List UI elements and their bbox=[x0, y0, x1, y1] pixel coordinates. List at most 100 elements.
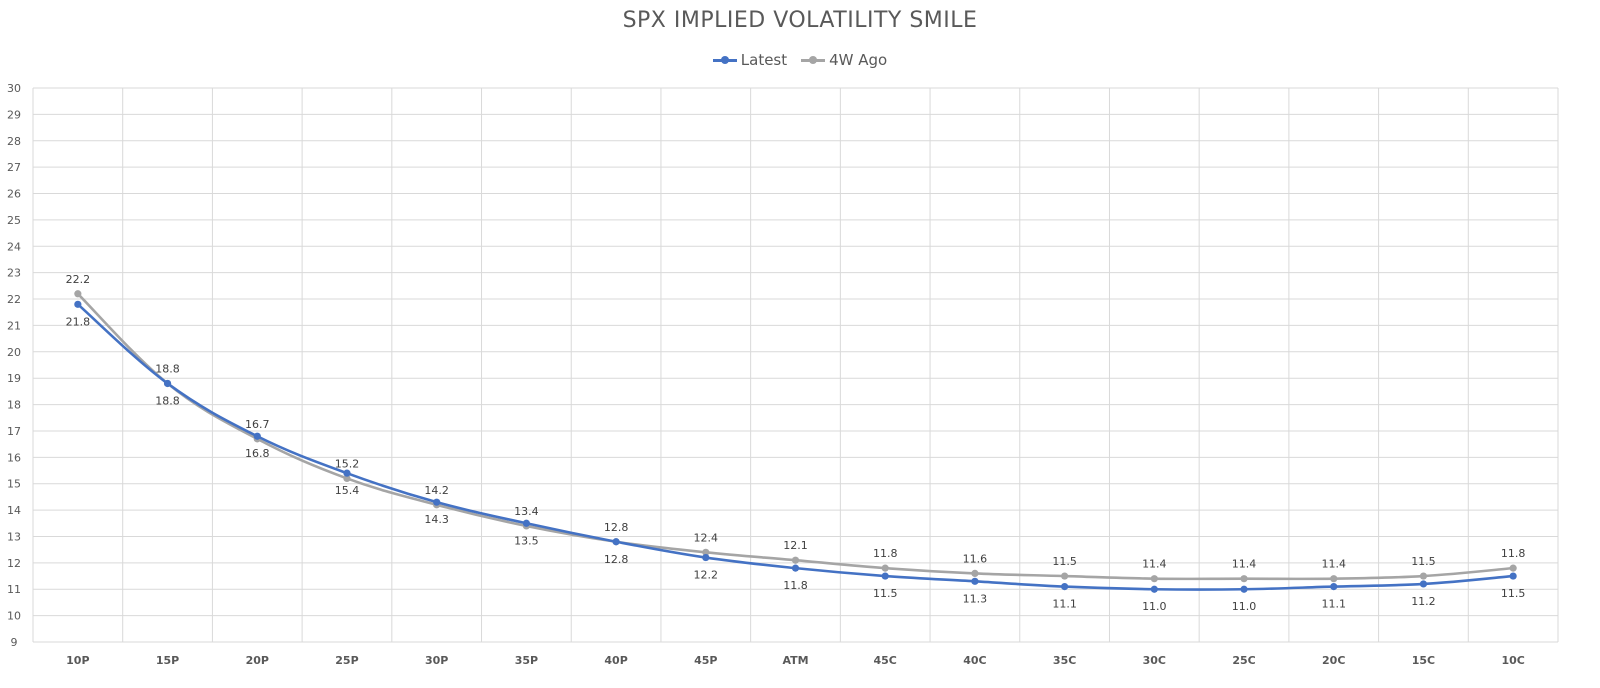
data-label-latest: 16.8 bbox=[245, 447, 270, 460]
x-tick-label: 30P bbox=[425, 654, 448, 667]
data-point-4w-ago bbox=[971, 569, 979, 578]
data-label-latest: 11.5 bbox=[1501, 587, 1526, 600]
data-label-latest: 13.5 bbox=[514, 534, 539, 547]
data-label-4w-ago: 18.8 bbox=[155, 362, 180, 375]
legend-label-latest: Latest bbox=[740, 51, 788, 69]
series-line-4w-ago bbox=[76, 292, 1514, 581]
y-tick-label: 30 bbox=[7, 82, 21, 95]
y-tick-label: 24 bbox=[7, 240, 21, 253]
y-tick-label: 13 bbox=[7, 530, 21, 543]
legend-swatch-latest bbox=[712, 56, 737, 64]
data-point-latest bbox=[612, 538, 620, 546]
data-label-4w-ago: 16.7 bbox=[245, 418, 270, 431]
x-tick-label: 15P bbox=[156, 654, 179, 667]
data-point-latest bbox=[1150, 585, 1158, 593]
x-tick-label: 45C bbox=[874, 654, 897, 667]
y-tick-label: 23 bbox=[7, 267, 21, 280]
data-point-latest bbox=[163, 379, 172, 388]
x-tick-label: 35P bbox=[515, 654, 538, 667]
legend-item-latest[interactable]: Latest bbox=[712, 51, 788, 69]
data-label-latest: 11.1 bbox=[1052, 598, 1077, 611]
x-tick-label: 40P bbox=[604, 654, 627, 667]
x-tick-label: 10P bbox=[66, 654, 89, 667]
data-point-4w-ago bbox=[1509, 564, 1517, 572]
y-tick-label: 20 bbox=[7, 346, 21, 359]
y-tick-label: 9 bbox=[11, 636, 18, 649]
data-point-latest bbox=[343, 469, 351, 477]
data-label-4w-ago: 11.6 bbox=[963, 552, 988, 565]
data-point-4w-ago bbox=[1330, 575, 1338, 583]
series bbox=[74, 290, 1517, 593]
chart-title: SPX IMPLIED VOLATILITY SMILE bbox=[622, 8, 978, 33]
y-tick-label: 15 bbox=[7, 478, 21, 491]
data-label-latest: 11.0 bbox=[1232, 600, 1257, 613]
x-tick-label: 30C bbox=[1143, 654, 1166, 667]
data-label-4w-ago: 11.8 bbox=[873, 547, 898, 560]
data-point-4w-ago bbox=[343, 474, 351, 483]
y-tick-label: 21 bbox=[7, 319, 21, 332]
data-label-latest: 21.8 bbox=[66, 315, 91, 328]
x-tick-label: 35C bbox=[1053, 654, 1076, 667]
data-point-latest bbox=[971, 577, 979, 585]
data-label-latest: 11.1 bbox=[1321, 598, 1346, 611]
data-point-4w-ago bbox=[881, 564, 889, 572]
data-label-4w-ago: 11.4 bbox=[1232, 558, 1257, 571]
data-label-latest: 11.0 bbox=[1142, 600, 1167, 613]
data-label-4w-ago: 11.4 bbox=[1142, 558, 1167, 571]
y-tick-label: 10 bbox=[7, 610, 21, 623]
data-point-latest bbox=[1061, 583, 1069, 591]
data-label-latest: 11.2 bbox=[1411, 595, 1436, 608]
y-tick-label: 18 bbox=[7, 399, 21, 412]
data-point-latest bbox=[1419, 580, 1428, 588]
y-tick-label: 25 bbox=[7, 214, 21, 227]
data-point-4w-ago bbox=[702, 548, 710, 556]
data-label-4w-ago: 14.2 bbox=[424, 484, 449, 497]
data-label-latest: 11.5 bbox=[873, 587, 898, 600]
x-tick-label: 25P bbox=[335, 654, 358, 667]
data-label-4w-ago: 11.5 bbox=[1411, 555, 1436, 568]
legend-swatch-4w-ago bbox=[801, 56, 826, 64]
data-point-latest bbox=[433, 498, 441, 506]
x-tick-label: 15C bbox=[1412, 654, 1435, 667]
y-tick-label: 28 bbox=[7, 135, 21, 148]
data-point-latest bbox=[522, 519, 530, 527]
y-tick-label: 12 bbox=[7, 557, 21, 570]
data-point-latest bbox=[253, 432, 261, 440]
y-tick-label: 22 bbox=[7, 293, 21, 306]
y-tick-label: 27 bbox=[7, 161, 21, 174]
data-point-latest bbox=[702, 553, 710, 562]
data-point-4w-ago bbox=[1240, 575, 1248, 583]
y-tick-label: 16 bbox=[7, 451, 21, 464]
data-label-latest: 14.3 bbox=[424, 513, 449, 526]
data-point-4w-ago bbox=[1419, 572, 1428, 580]
legend: Latest 4W Ago bbox=[0, 51, 1600, 69]
data-labels: 22.2 18.8 16.7 15.2 14.2 13.4 12.8 12.4 12.1 11.8… bbox=[66, 273, 1526, 613]
data-point-latest bbox=[881, 572, 889, 580]
data-point-4w-ago bbox=[1150, 575, 1158, 583]
y-tick-label: 29 bbox=[7, 108, 21, 121]
data-point-latest bbox=[1330, 583, 1338, 591]
data-label-4w-ago: 12.1 bbox=[783, 539, 808, 552]
data-label-4w-ago: 12.4 bbox=[694, 531, 719, 544]
data-label-latest: 11.8 bbox=[783, 579, 808, 592]
y-tick-label: 26 bbox=[7, 188, 21, 201]
data-point-latest bbox=[1509, 572, 1517, 580]
data-point-latest bbox=[791, 564, 800, 572]
x-tick-label: 20P bbox=[246, 654, 269, 667]
data-label-4w-ago: 11.8 bbox=[1501, 547, 1526, 560]
data-point-4w-ago bbox=[1061, 572, 1069, 580]
data-label-latest: 15.4 bbox=[335, 484, 360, 497]
data-point-latest bbox=[74, 300, 82, 308]
y-tick-label: 17 bbox=[7, 425, 21, 438]
legend-item-4w-ago[interactable]: 4W Ago bbox=[801, 51, 887, 69]
legend-label-4w-ago: 4W Ago bbox=[829, 51, 888, 69]
x-axis-ticks: 10P 15P 20P 25P 30P 35P 40P 45P ATM 45C 40C 35C 30C 2… bbox=[66, 654, 1525, 667]
x-tick-label: ATM bbox=[782, 654, 808, 667]
data-label-4w-ago: 12.8 bbox=[604, 521, 629, 534]
x-tick-label: 10C bbox=[1501, 654, 1524, 667]
y-tick-label: 11 bbox=[7, 583, 21, 596]
y-tick-label: 19 bbox=[7, 372, 21, 385]
data-label-4w-ago: 13.4 bbox=[514, 505, 539, 518]
x-tick-label: 25C bbox=[1232, 654, 1255, 667]
